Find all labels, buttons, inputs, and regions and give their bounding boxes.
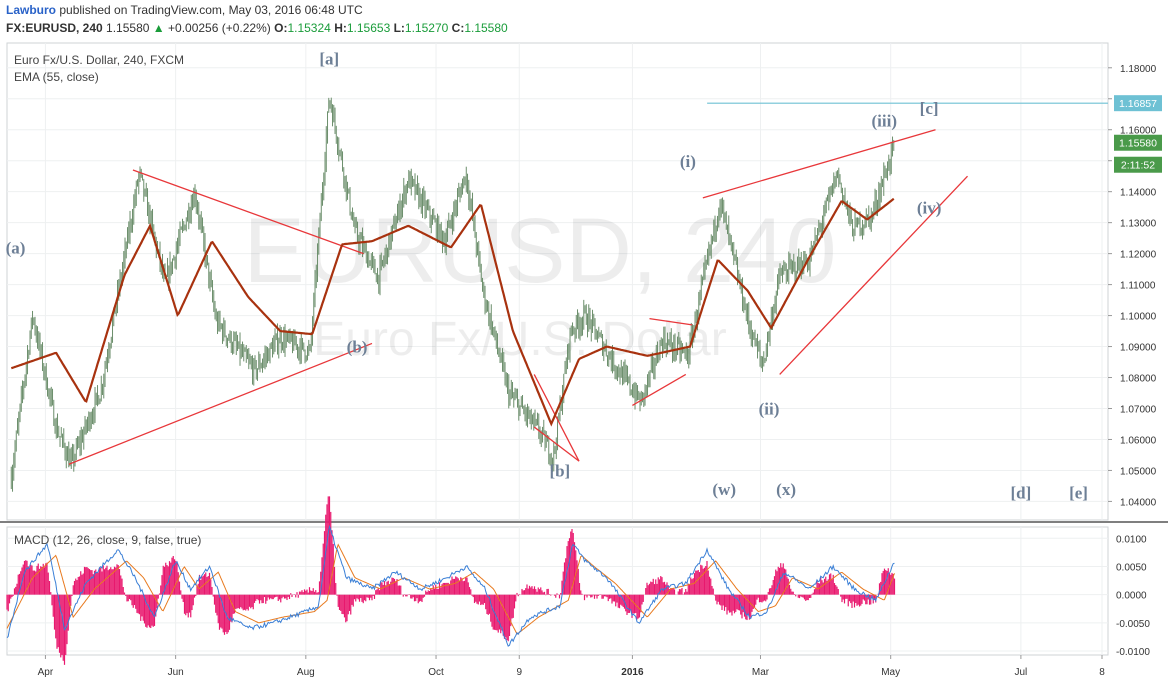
trendline	[632, 373, 687, 406]
price-tag-box	[1114, 156, 1162, 173]
symbol-label: FX:EURUSD, 240	[6, 21, 103, 35]
signal-line	[6, 543, 895, 635]
wave-label: [e]	[1069, 483, 1088, 502]
y-tick-label: 1.08000	[1120, 374, 1157, 385]
macd-pane-frame	[6, 526, 1109, 656]
y-tick-label: 1.06000	[1120, 435, 1157, 446]
wave-label: (w)	[712, 480, 736, 499]
wave-label: (i)	[680, 152, 696, 171]
ema-line	[10, 197, 895, 427]
wave-label: [c]	[920, 99, 939, 118]
wave-label: (ii)	[759, 400, 780, 419]
trendlines-layer[interactable]	[68, 102, 1108, 465]
y-tick-label: 1.09000	[1120, 343, 1157, 354]
wave-label: (b)	[347, 338, 368, 357]
close-value: 1.15580	[464, 21, 508, 35]
x-tick-label: 9	[516, 667, 522, 678]
x-tick-label: May	[881, 667, 900, 678]
y-tick-label: 1.10000	[1120, 312, 1157, 323]
macd-y-tick-label: -0.0100	[1116, 647, 1150, 658]
quote-line: FX:EURUSD, 240 1.15580 ▲ +0.00256 (+0.22…	[6, 21, 508, 35]
y-tick-label: 1.14000	[1120, 188, 1157, 199]
author-link[interactable]: Lawburo	[6, 3, 56, 17]
open-value: 1.15324	[287, 21, 331, 35]
price-tag-text: 2:11:52	[1121, 160, 1155, 172]
ema-layer	[10, 197, 895, 427]
trendline	[132, 169, 364, 255]
wave-label: [a]	[319, 50, 339, 69]
macd-y-tick-label: 0.0100	[1116, 534, 1147, 545]
price-tag-box	[1114, 95, 1162, 112]
ema-legend[interactable]: EMA (55, close)	[14, 70, 99, 84]
x-tick-label: Oct	[428, 667, 444, 678]
y-tick-label: 1.13000	[1120, 219, 1157, 230]
x-tick-label: Mar	[752, 667, 770, 678]
x-tick-label: Aug	[297, 667, 315, 678]
watermark-symbol: EURUSD, 240	[243, 200, 836, 302]
change-value: +0.00256 (+0.22%)	[168, 21, 271, 35]
y-tick-label: 1.04000	[1120, 497, 1157, 508]
y-tick-label: 1.05000	[1120, 466, 1157, 477]
price-tag-text: 1.16857	[1119, 98, 1157, 110]
change-up-icon: ▲	[152, 21, 165, 35]
trendline	[533, 374, 580, 462]
axes-layer: 1.180001.170001.160001.150001.140001.130…	[38, 64, 1157, 678]
open-label: O:	[274, 21, 288, 35]
macd-layer	[6, 496, 896, 665]
trendline	[702, 129, 936, 199]
y-tick-label: 1.07000	[1120, 404, 1157, 415]
chart-title: Euro Fx/U.S. Dollar, 240, FXCM	[14, 53, 185, 67]
macd-y-tick-label: 0.0000	[1116, 591, 1147, 602]
x-tick-label: Jun	[168, 667, 184, 678]
low-value: 1.15270	[404, 21, 449, 35]
wave-label: (iv)	[917, 198, 942, 217]
macd-y-tick-label: 0.0050	[1116, 562, 1147, 573]
published-text: published on TradingView.com, May 03, 20…	[59, 3, 363, 17]
publish-info: Lawburo published on TradingView.com, Ma…	[6, 3, 363, 17]
x-tick-label: Apr	[38, 667, 54, 678]
close-label: C:	[451, 21, 465, 35]
trendline	[649, 318, 693, 326]
wave-labels-layer: (a) [a] (b) [b] (i) (ii) (iii) [c] (iv) (w) (x) [d]…	[6, 50, 1088, 503]
y-tick-label: 1.11000	[1120, 281, 1156, 292]
price-tag-text: 1.15580	[1119, 138, 1157, 150]
y-tick-label: 1.16000	[1120, 126, 1157, 137]
x-tick-label: 2016	[621, 667, 644, 678]
price-tag-box	[1114, 134, 1162, 151]
trendline	[68, 342, 373, 465]
macd-legend[interactable]: MACD (12, 26, close, 9, false, true)	[14, 533, 202, 547]
macd-y-tick-label: -0.0050	[1116, 619, 1150, 630]
macd-line	[6, 524, 895, 647]
y-tick-label: 1.12000	[1120, 250, 1157, 261]
main-pane-frame	[6, 42, 1109, 521]
price-tags-layer: 1.16857 1.15580 2:11:52	[1114, 95, 1162, 173]
wave-label: [b]	[549, 462, 570, 481]
high-label: H:	[334, 21, 347, 35]
wave-label: (a)	[6, 239, 26, 258]
low-label: L:	[393, 21, 405, 35]
trendline	[533, 426, 580, 462]
x-tick-label: Jul	[1014, 667, 1027, 678]
wave-label: [d]	[1010, 483, 1031, 502]
wave-label: (x)	[776, 480, 796, 499]
last-price: 1.15580	[106, 21, 150, 35]
x-tick-label: 8	[1099, 667, 1105, 678]
y-tick-label: 1.18000	[1120, 64, 1157, 75]
wave-label: (iii)	[872, 112, 898, 131]
trendline	[779, 175, 968, 375]
high-value: 1.15653	[346, 21, 391, 35]
